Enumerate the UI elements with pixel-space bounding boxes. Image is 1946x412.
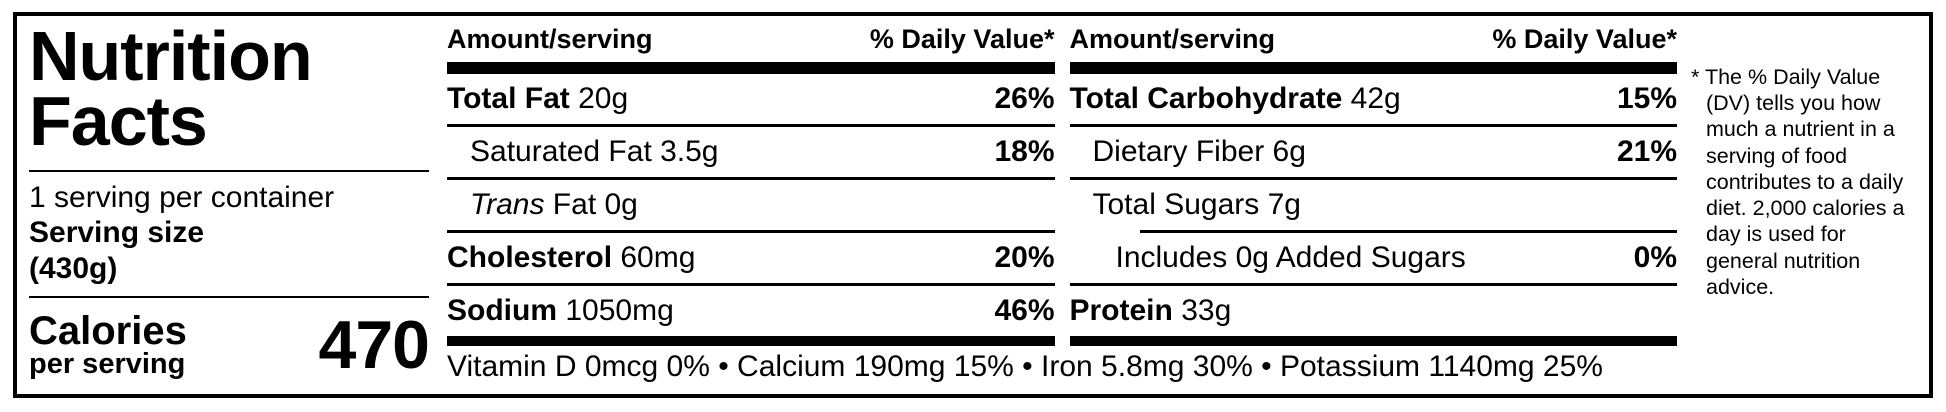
micronutrients-line: Vitamin D 0mcg 0% • Calcium 190mg 15% • … <box>447 350 1603 383</box>
row-separator-indented <box>1139 230 1677 233</box>
nutrient-row-dietary-fiber: Dietary Fiber 6g 21% <box>1070 127 1678 177</box>
daily-value: 46% <box>994 294 1055 327</box>
nutrient-name: Total Sugars 7g <box>1092 188 1301 221</box>
nutrient-name: Includes 0g Added Sugars <box>1115 241 1466 274</box>
daily-value: 20% <box>994 241 1055 274</box>
calories-label-block: Calories per serving <box>29 308 187 380</box>
header-bar <box>1069 62 1677 74</box>
column-bottom-bar <box>1069 336 1677 346</box>
nutrient-name: Dietary Fiber 6g <box>1092 135 1306 168</box>
daily-value-header: % Daily Value* <box>869 23 1055 54</box>
nutrient-columns: Amount/serving % Daily Value* Total Fat … <box>447 16 1677 346</box>
nutrient-column-2: Amount/serving % Daily Value* Total Carb… <box>1069 16 1678 346</box>
daily-value-footnote: * The % Daily Value (DV) tells you how m… <box>1677 16 1929 394</box>
nutrient-name: Total Fat 20g <box>447 82 629 115</box>
nutrient-name: Cholesterol 60mg <box>447 241 696 274</box>
nutrient-section: Amount/serving % Daily Value* Total Fat … <box>429 16 1677 394</box>
daily-value: 26% <box>994 82 1055 115</box>
nutrient-row-sodium: Sodium 1050mg 46% <box>447 286 1055 336</box>
row-separator <box>447 230 1055 233</box>
column-header: Amount/serving % Daily Value* <box>1070 16 1678 62</box>
row-separator <box>1069 177 1677 180</box>
divider <box>29 170 429 172</box>
row-separator <box>447 124 1055 127</box>
nutrient-row-trans-fat: Trans Fat 0g <box>447 180 1055 230</box>
row-separator <box>1069 283 1677 286</box>
header-bar <box>447 62 1055 74</box>
daily-value: 18% <box>994 135 1055 168</box>
nutrient-row-protein: Protein 33g <box>1070 286 1678 336</box>
column-bottom-bar <box>447 336 1055 346</box>
daily-value: 15% <box>1616 82 1677 115</box>
nutrient-name: Trans Fat 0g <box>470 188 638 221</box>
nutrient-row-total-carbohydrate: Total Carbohydrate 42g 15% <box>1070 74 1678 124</box>
footnote-text: * The % Daily Value (DV) tells you how m… <box>1691 65 1905 299</box>
row-separator <box>1069 124 1677 127</box>
nutrient-name: Total Carbohydrate 42g <box>1069 82 1401 115</box>
row-separator <box>447 177 1055 180</box>
nutrient-row-saturated-fat: Saturated Fat 3.5g 18% <box>447 127 1055 177</box>
daily-value: 0% <box>1633 241 1677 274</box>
nutrition-facts-label: Nutrition Facts 1 serving per container … <box>13 12 1933 398</box>
nutrient-row-added-sugars: Includes 0g Added Sugars 0% <box>1070 233 1678 283</box>
serving-size-value: (430g) <box>29 251 118 285</box>
nutrient-name: Protein 33g <box>1069 294 1232 327</box>
label-title: Nutrition Facts <box>29 17 313 161</box>
daily-value: 21% <box>1616 135 1677 168</box>
nutrient-name: Saturated Fat 3.5g <box>470 135 719 168</box>
nutrient-column-1: Amount/serving % Daily Value* Total Fat … <box>447 16 1055 346</box>
row-separator <box>447 283 1055 286</box>
nutrient-name: Sodium 1050mg <box>447 294 674 327</box>
calories-value: 470 <box>318 307 430 383</box>
column-header: Amount/serving % Daily Value* <box>447 16 1055 62</box>
serving-size-label: Serving size <box>29 216 205 250</box>
divider <box>29 296 429 298</box>
identity-panel: Nutrition Facts 1 serving per container … <box>17 16 430 394</box>
calories-label: Calories <box>29 308 187 353</box>
amount-serving-header: Amount/serving <box>447 23 653 54</box>
servings-per-container: 1 serving per container <box>29 181 335 214</box>
calories-row: Calories per serving 470 <box>29 306 430 384</box>
nutrient-row-total-sugars: Total Sugars 7g <box>1070 180 1678 230</box>
daily-value-header: % Daily Value* <box>1492 23 1677 54</box>
nutrient-row-total-fat: Total Fat 20g 26% <box>447 74 1055 124</box>
nutrient-row-cholesterol: Cholesterol 60mg 20% <box>447 233 1055 283</box>
amount-serving-header: Amount/serving <box>1069 23 1276 54</box>
calories-sublabel: per serving <box>29 347 186 380</box>
